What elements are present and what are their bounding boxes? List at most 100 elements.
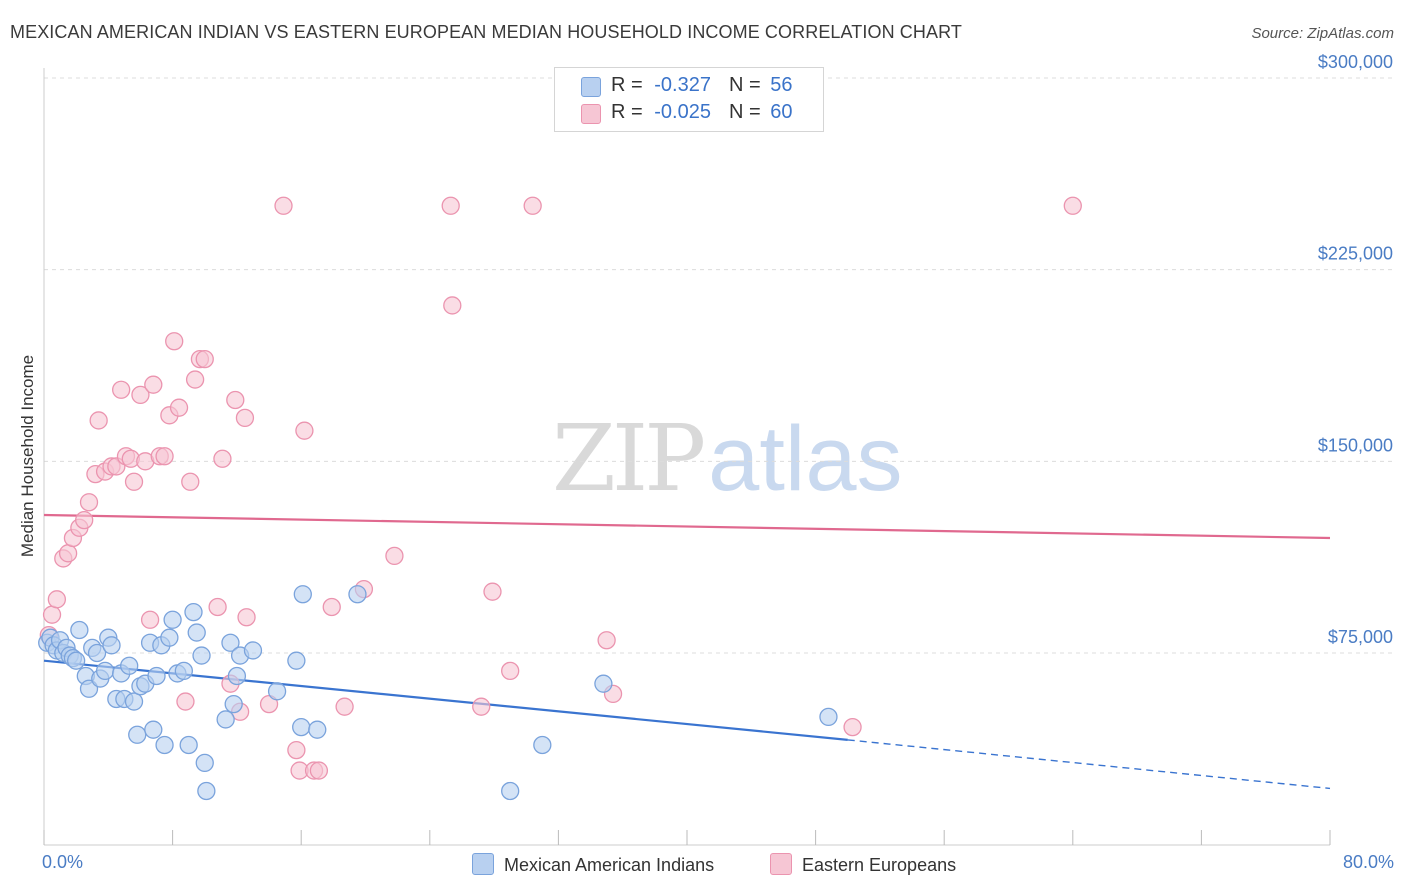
data-point-pink xyxy=(443,296,462,315)
data-point-pink xyxy=(472,697,491,716)
data-point-blue xyxy=(292,717,311,737)
data-point-blue xyxy=(147,666,166,686)
data-point-pink xyxy=(501,661,520,681)
y-tick-label: $225,000 xyxy=(1318,244,1393,264)
data-point-pink xyxy=(58,544,78,563)
data-point-pink xyxy=(237,608,256,627)
data-point-blue xyxy=(184,602,203,622)
data-point-blue xyxy=(160,628,179,647)
data-point-blue xyxy=(70,620,89,640)
trend-line-pink xyxy=(43,513,1331,540)
data-point-pink xyxy=(181,472,200,491)
y-tick-label: $75,000 xyxy=(1328,627,1393,647)
data-point-blue xyxy=(179,735,198,755)
data-point-blue xyxy=(348,585,367,604)
data-point-pink xyxy=(597,631,616,650)
data-point-pink xyxy=(335,697,354,716)
y-tick-label: $150,000 xyxy=(1318,435,1393,455)
data-point-blue xyxy=(227,666,247,686)
data-point-blue xyxy=(155,735,174,755)
legend-swatch-pink xyxy=(581,104,601,124)
data-point-blue xyxy=(287,651,306,670)
correlation-legend: R = -0.327 N = 56 R = -0.025 N = 60 xyxy=(554,67,824,132)
data-point-blue xyxy=(501,781,520,801)
legend-n-value-pink: 60 xyxy=(770,101,793,123)
data-point-pink xyxy=(112,380,131,399)
data-point-pink xyxy=(213,449,232,468)
y-axis-label: Median Household Income xyxy=(18,354,37,558)
legend-r-label: R = xyxy=(611,74,643,96)
data-point-blue xyxy=(819,707,838,727)
data-point-blue xyxy=(216,710,235,729)
legend-r-label: R = xyxy=(611,101,643,123)
y-tick-labels: $75,000 $150,000 $225,000 $300,000 xyxy=(1318,52,1393,647)
data-point-pink xyxy=(441,196,460,215)
bottom-legend-blue: Mexican American Indians xyxy=(472,853,714,876)
data-point-blue xyxy=(144,720,163,739)
data-point-pink xyxy=(42,605,62,624)
data-point-pink xyxy=(89,411,108,430)
data-point-blue xyxy=(102,636,121,655)
series-eastern-europeans xyxy=(39,196,1082,780)
data-point-pink xyxy=(144,375,163,394)
data-point-blue xyxy=(124,692,144,711)
data-point-pink xyxy=(155,447,174,466)
bottom-legend-pink: Eastern Europeans xyxy=(770,853,956,876)
y-tick-label: $300,000 xyxy=(1318,52,1393,72)
data-point-pink xyxy=(79,493,99,512)
bottom-legend-swatch-blue xyxy=(472,853,494,875)
x-axis-min-label: 0.0% xyxy=(42,852,84,872)
data-point-blue xyxy=(67,651,86,670)
chart-title: MEXICAN AMERICAN INDIAN VS EASTERN EUROP… xyxy=(10,22,962,42)
data-point-blue xyxy=(174,661,194,681)
data-point-blue xyxy=(163,610,182,629)
data-point-pink xyxy=(185,370,205,389)
data-point-pink xyxy=(274,196,293,215)
data-point-blue xyxy=(308,720,327,739)
trend-line-extension-blue xyxy=(847,739,1331,790)
data-point-blue xyxy=(594,674,613,693)
data-point-pink xyxy=(322,597,341,617)
data-point-blue xyxy=(293,585,312,604)
data-point-blue xyxy=(87,643,107,663)
legend-r-value-pink: -0.025 xyxy=(654,101,711,123)
bottom-legend-label-pink: Eastern Europeans xyxy=(802,855,957,875)
data-point-pink xyxy=(131,385,150,405)
data-point-blue xyxy=(243,641,263,660)
data-point-blue xyxy=(533,735,552,755)
data-point-pink xyxy=(169,398,189,417)
series-mexican-american-indians xyxy=(38,585,838,801)
data-point-pink xyxy=(195,349,214,369)
data-point-blue xyxy=(195,753,214,773)
data-point-pink xyxy=(176,692,195,711)
data-point-blue xyxy=(128,725,147,744)
source-label: Source: ZipAtlas.com xyxy=(1251,25,1394,42)
data-point-pink xyxy=(287,740,306,760)
data-point-blue xyxy=(224,694,243,714)
legend-n-value-blue: 56 xyxy=(770,74,793,96)
data-point-pink xyxy=(165,332,184,351)
legend-swatch-blue xyxy=(581,77,601,97)
data-point-pink xyxy=(226,390,245,410)
data-point-blue xyxy=(197,781,216,801)
data-point-blue xyxy=(79,679,99,698)
data-point-pink xyxy=(140,610,160,629)
legend-n-label: N = xyxy=(728,74,761,96)
bottom-legend-swatch-pink xyxy=(770,853,792,875)
bottom-legend-label-blue: Mexican American Indians xyxy=(504,855,715,875)
data-point-blue xyxy=(120,656,139,675)
data-point-pink xyxy=(75,510,94,530)
data-point-blue xyxy=(221,633,240,652)
data-point-pink xyxy=(208,597,227,617)
data-point-pink xyxy=(385,546,404,566)
legend-r-value-blue: -0.327 xyxy=(654,74,711,96)
data-point-pink xyxy=(235,408,255,428)
legend-n-label: N = xyxy=(728,101,761,123)
axes xyxy=(43,68,1331,846)
data-point-pink xyxy=(47,590,67,609)
data-point-pink xyxy=(843,717,862,737)
data-point-blue xyxy=(267,682,287,701)
data-point-pink xyxy=(295,421,314,440)
data-point-pink xyxy=(483,582,502,601)
